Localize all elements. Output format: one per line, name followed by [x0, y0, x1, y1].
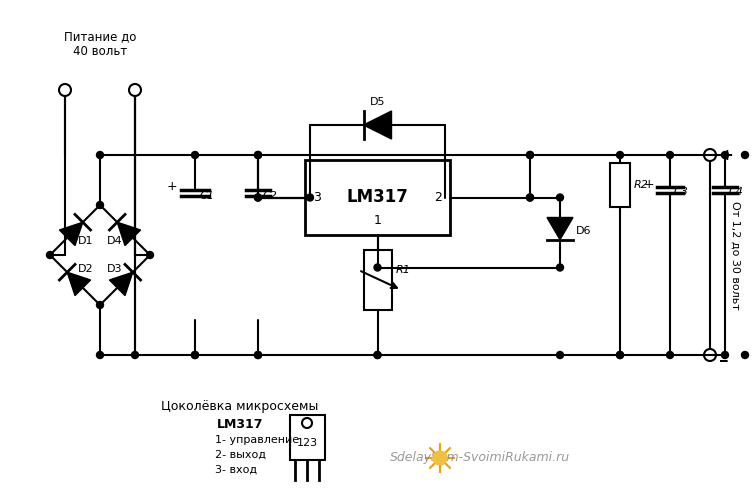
Circle shape	[742, 152, 748, 159]
Circle shape	[191, 352, 199, 358]
Text: 3: 3	[313, 191, 321, 204]
Circle shape	[374, 352, 381, 358]
Text: C2: C2	[263, 191, 278, 201]
Bar	[305, 160, 450, 235]
Text: LM317: LM317	[217, 418, 263, 431]
Text: +: +	[643, 179, 654, 191]
Circle shape	[374, 264, 381, 271]
Text: D4: D4	[107, 236, 122, 246]
Circle shape	[97, 301, 104, 308]
Bar	[290, 415, 325, 460]
Circle shape	[255, 152, 262, 159]
Text: +: +	[720, 147, 733, 163]
Circle shape	[721, 152, 729, 159]
Circle shape	[526, 194, 534, 201]
Text: Цоколёвка микросхемы: Цоколёвка микросхемы	[161, 400, 319, 413]
Circle shape	[191, 152, 199, 159]
Circle shape	[742, 352, 748, 358]
Text: C1: C1	[200, 191, 215, 201]
Circle shape	[147, 251, 153, 258]
Polygon shape	[364, 111, 392, 139]
Circle shape	[306, 194, 314, 201]
Circle shape	[556, 194, 563, 201]
Circle shape	[97, 152, 104, 159]
Circle shape	[556, 264, 563, 271]
Circle shape	[47, 251, 54, 258]
Text: D5: D5	[370, 97, 386, 107]
Circle shape	[526, 152, 534, 159]
Bar	[364, 250, 392, 310]
Polygon shape	[117, 222, 141, 246]
Bar	[610, 163, 630, 207]
Polygon shape	[60, 222, 82, 246]
Text: Питание до
40 вольт: Питание до 40 вольт	[64, 30, 136, 58]
Text: 2: 2	[434, 191, 442, 204]
Circle shape	[616, 152, 624, 159]
Text: D6: D6	[576, 225, 591, 236]
Text: От 1,2 до 30 вольт: От 1,2 до 30 вольт	[730, 201, 740, 309]
Circle shape	[556, 352, 563, 358]
Text: 1: 1	[373, 214, 382, 227]
Circle shape	[374, 352, 381, 358]
Circle shape	[97, 201, 104, 209]
Circle shape	[255, 194, 262, 201]
Text: R2: R2	[634, 180, 649, 190]
Text: D3: D3	[107, 264, 122, 274]
Polygon shape	[547, 218, 573, 240]
Text: D2: D2	[78, 264, 94, 274]
Circle shape	[616, 352, 624, 358]
Text: C3: C3	[674, 187, 689, 197]
Text: R1: R1	[395, 265, 411, 275]
Circle shape	[433, 451, 447, 465]
Circle shape	[721, 352, 729, 358]
Text: LM317: LM317	[346, 189, 408, 207]
Circle shape	[616, 352, 624, 358]
Text: C4: C4	[729, 187, 744, 197]
Text: 2- выход: 2- выход	[215, 450, 266, 460]
Circle shape	[191, 352, 199, 358]
Text: 1- управление: 1- управление	[215, 435, 299, 445]
Text: +: +	[166, 181, 177, 193]
Text: _: _	[720, 348, 727, 362]
Polygon shape	[67, 272, 91, 296]
Circle shape	[255, 152, 262, 159]
Circle shape	[255, 352, 262, 358]
Circle shape	[97, 352, 104, 358]
Circle shape	[667, 352, 674, 358]
Circle shape	[667, 152, 674, 159]
Text: D1: D1	[78, 236, 93, 246]
Circle shape	[526, 194, 534, 201]
Circle shape	[255, 352, 262, 358]
Text: 3- вход: 3- вход	[215, 465, 257, 475]
Circle shape	[255, 194, 262, 201]
Circle shape	[132, 352, 138, 358]
Text: SdelaySam-SvoimiRukami.ru: SdelaySam-SvoimiRukami.ru	[390, 452, 570, 464]
Polygon shape	[110, 272, 133, 296]
Circle shape	[526, 152, 534, 159]
Text: 123: 123	[296, 438, 318, 448]
